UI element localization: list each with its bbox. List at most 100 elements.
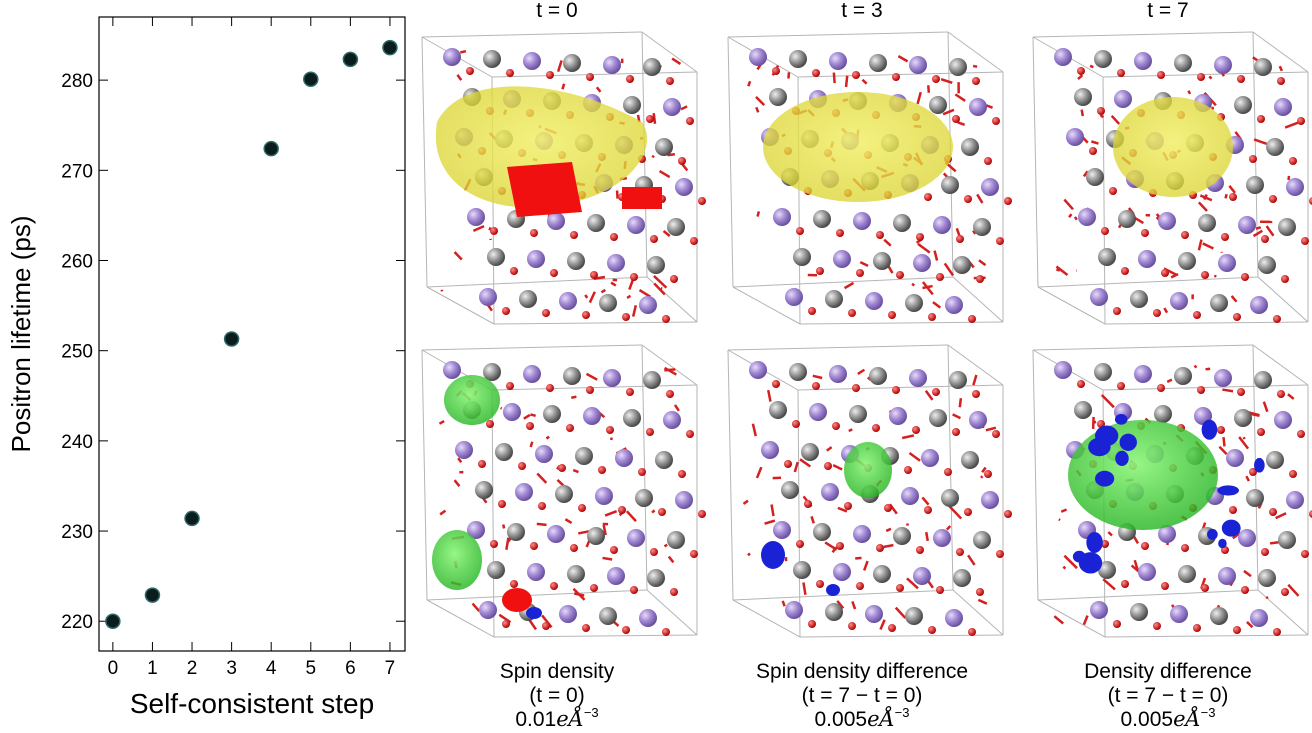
bond: [747, 80, 752, 87]
atom: [1197, 386, 1205, 394]
isosurface: [1114, 414, 1128, 425]
x-tick-label: 4: [266, 658, 277, 679]
bond: [1077, 74, 1084, 81]
bond: [985, 104, 994, 109]
atom: [956, 235, 964, 243]
atom: [1278, 218, 1296, 236]
atom: [667, 531, 685, 549]
cell-edge: [421, 344, 643, 351]
x-tick-label: 6: [345, 658, 356, 679]
atom: [555, 485, 573, 503]
atom: [1237, 388, 1245, 396]
atom: [936, 273, 944, 281]
atom: [603, 369, 621, 387]
atom: [929, 409, 947, 427]
bond: [453, 479, 461, 487]
bond: [625, 510, 637, 523]
bond: [501, 524, 506, 529]
atom: [1074, 88, 1092, 106]
atom: [563, 367, 581, 385]
isosurface: [1086, 531, 1103, 553]
bond: [1218, 445, 1228, 455]
atom: [1154, 405, 1172, 423]
bond: [638, 288, 652, 298]
atom: [1309, 510, 1312, 518]
bond: [1252, 229, 1263, 238]
atom: [1098, 248, 1116, 266]
y-tick-label: 240: [61, 432, 93, 453]
bond: [767, 389, 772, 402]
atom: [928, 313, 936, 321]
unit: eÅ: [556, 706, 584, 731]
atom: [550, 582, 558, 590]
structure-rendering: [727, 31, 1012, 325]
atom: [809, 403, 827, 421]
atom: [455, 441, 473, 459]
bond: [911, 282, 915, 287]
atom: [626, 388, 634, 396]
atom: [578, 504, 586, 512]
bond: [1068, 213, 1073, 218]
x-tick-label: 3: [226, 658, 237, 679]
bond: [545, 435, 550, 440]
number: 0.005: [1121, 708, 1174, 731]
bond: [948, 505, 963, 520]
atom: [1297, 117, 1305, 125]
atom: [812, 69, 820, 77]
point: [223, 331, 240, 347]
atom: [813, 210, 831, 228]
isosurface: [502, 588, 532, 612]
bond: [1102, 578, 1116, 591]
bond: [906, 577, 919, 590]
atom: [1261, 235, 1269, 243]
atom: [933, 529, 951, 547]
structure-rendering: [421, 344, 706, 638]
atom: [1130, 290, 1148, 308]
atom: [1234, 409, 1252, 427]
bond: [602, 556, 613, 561]
atom: [1286, 178, 1304, 196]
atom: [1249, 155, 1257, 163]
bond: [921, 496, 930, 506]
cell-edge: [732, 589, 954, 601]
column-title: t = 0: [536, 0, 577, 22]
atom: [852, 384, 860, 392]
atom: [1138, 250, 1156, 268]
atom: [1229, 193, 1237, 201]
bond: [671, 57, 682, 66]
bond: [851, 601, 857, 610]
atom: [1266, 138, 1284, 156]
atom: [992, 430, 1000, 438]
bond: [764, 519, 776, 525]
isosurface: [1095, 425, 1119, 447]
atom: [503, 403, 521, 421]
bond: [1062, 565, 1067, 570]
atom: [896, 271, 904, 279]
atom: [599, 294, 617, 312]
bond: [1090, 140, 1099, 145]
bond: [530, 413, 537, 418]
isosurface: [1078, 552, 1103, 574]
bond: [1246, 621, 1254, 629]
atom: [662, 628, 670, 636]
bond: [1082, 615, 1089, 626]
atom: [1214, 56, 1232, 74]
bond: [894, 606, 907, 619]
bond: [1055, 265, 1069, 276]
atom: [538, 502, 546, 510]
atom: [582, 624, 590, 632]
bond: [571, 395, 577, 399]
bond: [662, 230, 671, 237]
atom: [1257, 115, 1265, 123]
atom: [618, 506, 626, 514]
atom: [1153, 309, 1161, 317]
atom: [563, 54, 581, 72]
atom: [1170, 292, 1188, 310]
atom: [487, 248, 505, 266]
cell-edge: [797, 71, 1004, 78]
bond: [456, 74, 463, 81]
atom: [1134, 52, 1152, 70]
bond: [1230, 295, 1238, 303]
atom: [483, 50, 501, 68]
